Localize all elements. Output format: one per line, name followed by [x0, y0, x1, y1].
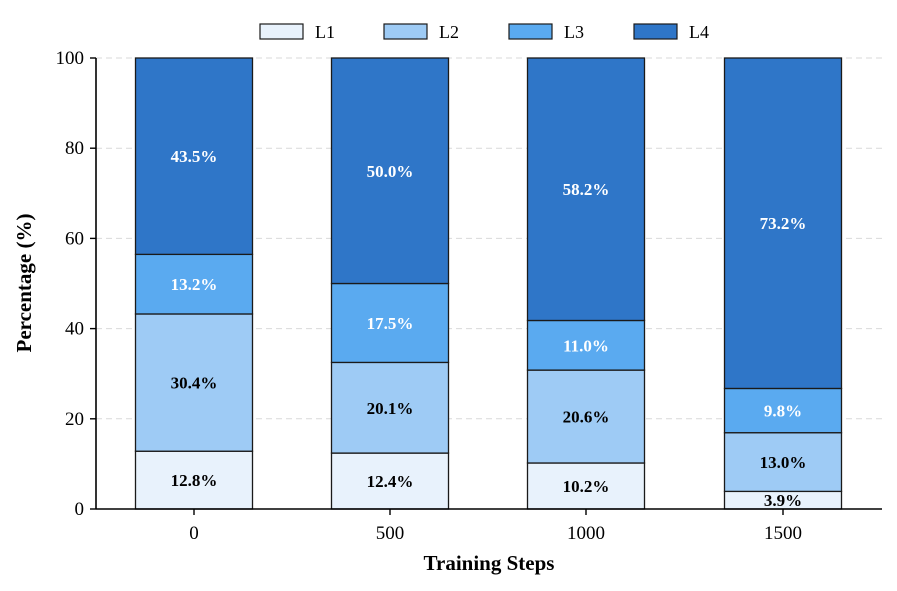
data-labels: 12.8% 30.4% 13.2% 43.5% 12.4% 20.1% 17.5% 50.0%…	[171, 147, 807, 510]
data-label: 12.4%	[367, 472, 414, 491]
data-label: 73.2%	[760, 214, 807, 233]
bar-segment-l2-1500	[723, 432, 843, 493]
data-label: 11.0%	[563, 336, 609, 355]
legend-label: L3	[564, 22, 584, 42]
x-tick-label: 500	[376, 523, 405, 544]
legend-swatch	[633, 23, 678, 40]
data-label: 20.6%	[563, 408, 610, 427]
y-ticks: 0 20 40 60 80 100	[56, 48, 96, 520]
bars	[134, 57, 843, 510]
x-axis-title: Training Steps	[424, 551, 555, 575]
bar-segment-l4-1000	[526, 57, 646, 322]
y-tick-label: 60	[65, 228, 84, 249]
y-axis-title: Percentage (%)	[12, 214, 36, 353]
legend-swatch	[259, 23, 304, 40]
bar-segment-l1-0	[134, 450, 254, 510]
data-label: 50.0%	[367, 162, 414, 181]
bar-segment-l4-0	[134, 57, 254, 256]
y-tick-label: 100	[56, 48, 85, 69]
data-label: 9.8%	[764, 402, 802, 421]
legend-label: L1	[315, 22, 335, 42]
y-tick-label: 20	[65, 409, 84, 430]
bar-segment-l1-1000	[526, 462, 646, 510]
bar-segment-l2-0	[134, 313, 254, 452]
y-tick-label: 40	[65, 319, 84, 340]
data-label: 12.8%	[171, 471, 218, 490]
data-label: 13.0%	[760, 453, 807, 472]
data-label: 17.5%	[367, 314, 414, 333]
data-label: 58.2%	[563, 180, 610, 199]
data-label: 10.2%	[563, 477, 610, 496]
axes	[95, 58, 882, 510]
bar-segment-l3-500	[330, 282, 450, 364]
bar-segment-l4-1500	[723, 57, 843, 390]
legend-label: L2	[439, 22, 459, 42]
legend-label: L4	[689, 22, 709, 42]
x-ticks: 0 500 1000 1500	[189, 509, 802, 544]
data-label: 20.1%	[367, 399, 414, 418]
data-label: 3.9%	[764, 491, 802, 510]
data-label: 13.2%	[171, 275, 218, 294]
bar-segment-l4-500	[330, 57, 450, 285]
legend: L1 L2 L3 L4	[259, 22, 709, 42]
legend-swatch	[508, 23, 553, 40]
x-tick-label: 1500	[764, 523, 802, 544]
y-tick-label: 0	[75, 499, 85, 520]
data-label: 43.5%	[171, 147, 218, 166]
y-tick-label: 80	[65, 138, 84, 159]
bar-segment-l2-1000	[526, 369, 646, 464]
data-label: 30.4%	[171, 374, 218, 393]
legend-swatch	[383, 23, 428, 40]
x-tick-label: 1000	[567, 523, 605, 544]
x-tick-label: 0	[189, 523, 199, 544]
